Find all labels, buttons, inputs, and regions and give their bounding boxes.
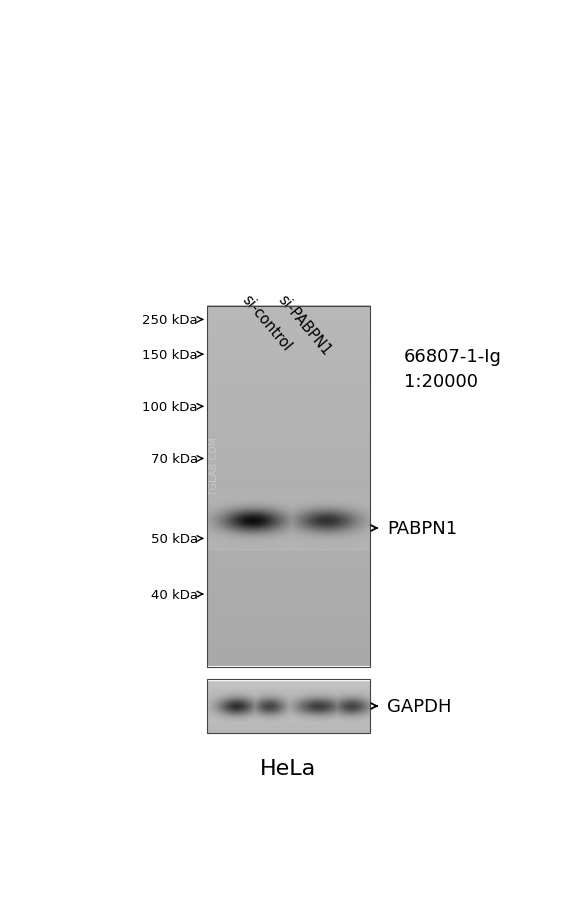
Text: HeLa: HeLa (260, 758, 316, 778)
Text: si-control: si-control (239, 291, 294, 354)
Bar (207, 306, 370, 667)
Bar (207, 679, 370, 733)
Text: GAPDH: GAPDH (387, 697, 452, 715)
Text: 100 kDa: 100 kDa (142, 400, 198, 413)
Text: 150 kDa: 150 kDa (142, 348, 198, 362)
Text: WWW.PTGLAB.COM: WWW.PTGLAB.COM (209, 436, 219, 530)
Text: PABPN1: PABPN1 (387, 520, 457, 538)
Text: 66807-1-Ig
1:20000: 66807-1-Ig 1:20000 (404, 348, 502, 391)
Text: 70 kDa: 70 kDa (151, 453, 198, 465)
Text: si-PABPN1: si-PABPN1 (275, 291, 334, 358)
Text: 50 kDa: 50 kDa (151, 532, 198, 546)
Text: 40 kDa: 40 kDa (151, 588, 198, 601)
Text: 250 kDa: 250 kDa (142, 314, 198, 327)
